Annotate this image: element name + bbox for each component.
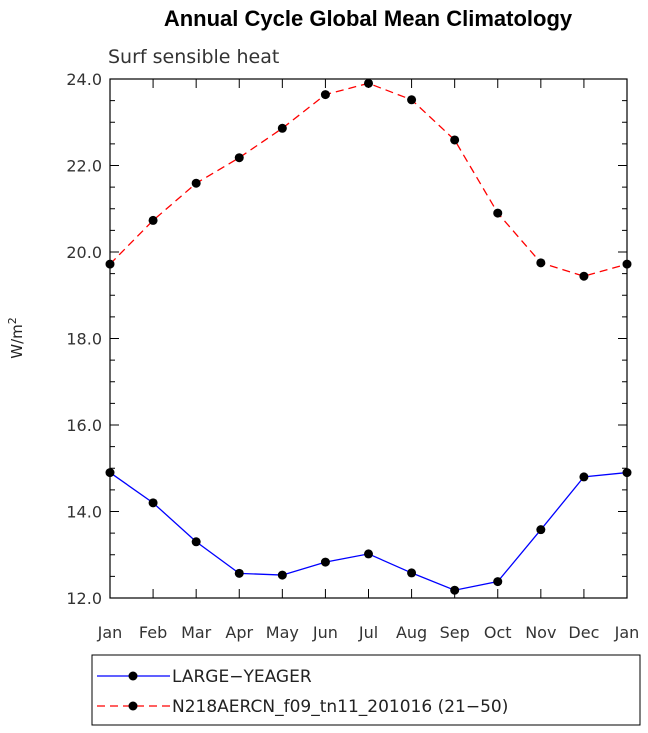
ticks-layer [109,78,628,599]
x-tick-label: Sep [440,623,470,642]
legend-label-2: N218AERCN_f09_tn11_201016 (21−50) [172,697,508,717]
y-tick-label: 12.0 [66,589,102,608]
x-tick-label: Jul [358,623,378,642]
series-1-point [536,525,546,535]
series-1-point [234,568,244,578]
x-tick-label: Aug [396,623,427,642]
series-2-point [450,135,460,145]
legend-box [91,654,641,726]
series-2-point [234,153,244,163]
chart-title: Annual Cycle Global Mean Climatology [164,6,573,31]
series-2-point [407,95,417,105]
x-tick-label: Mar [181,623,212,642]
series-1-point [622,468,632,478]
series-2-point [148,215,158,225]
x-tick-label: Nov [525,623,556,642]
series-line-2 [109,82,628,277]
series-2-point [320,90,330,100]
y-tick-label: 20.0 [66,243,102,262]
series-1-point [320,557,330,567]
series-1-point [364,549,373,559]
series-1-point [191,537,201,547]
legend-marker-2 [128,701,138,711]
y-axis-label-superscript: 2 [6,317,19,324]
x-tick-label: Jan [97,623,123,642]
x-tick-label: Jan [614,623,640,642]
y-tick-label: 18.0 [66,330,102,349]
series-1-point [148,498,158,508]
series-2-point [191,178,201,188]
series-2-point [277,123,287,133]
legend-label-1: LARGE−YEAGER [172,667,312,687]
y-axis-label-text: W/m [8,324,26,359]
series-2-point [105,259,115,269]
x-tick-label: Feb [139,623,167,642]
series-1-point [277,570,287,580]
series-1-point [450,585,460,595]
x-tick-labels: Jan Feb Mar Apr May Jun Jul Aug Sep Oct Nov Dec Jan [97,623,640,642]
series-1-point [493,577,503,587]
series-2-point [579,271,589,281]
y-tick-label: 22.0 [66,157,102,176]
series-2-point [493,208,503,218]
plot-frame [109,78,628,599]
x-tick-label: Oct [484,623,512,642]
legend-marker-1 [128,671,138,681]
series-2-point [622,259,632,269]
y-axis-label: W/m2 [6,317,26,359]
series-1-point [407,568,417,578]
y-tick-label: 14.0 [66,503,102,522]
series-line-1 [109,471,628,591]
x-tick-label: Apr [225,623,253,642]
series-1-point [105,468,115,478]
y-tick-labels: 12.0 14.0 16.0 18.0 20.0 22.0 24.0 [66,70,102,608]
series-2-point [364,78,373,88]
series-1-point [579,472,589,482]
x-tick-label: May [266,623,299,642]
x-tick-label: Jun [312,623,338,642]
chart-subtitle: Surf sensible heat [108,46,279,68]
series-layer [105,78,632,595]
y-tick-label: 16.0 [66,416,102,435]
y-tick-label: 24.0 [66,70,102,89]
legend: LARGE−YEAGER N218AERCN_f09_tn11_201016 (2… [97,667,508,717]
x-tick-label: Dec [568,623,599,642]
series-2-point [536,258,546,268]
